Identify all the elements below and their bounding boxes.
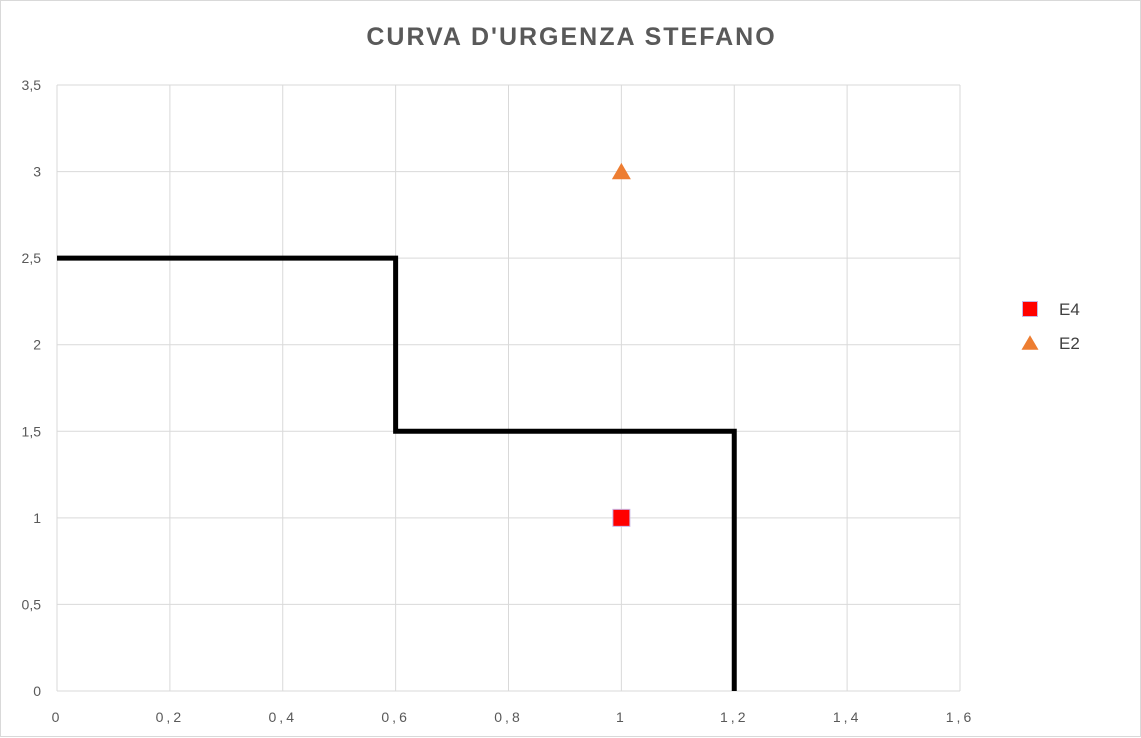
x-tick-label: 0,4 bbox=[269, 709, 297, 725]
legend-marker-e4 bbox=[1022, 301, 1038, 317]
y-tick-label: 3 bbox=[33, 164, 41, 180]
grid-lines bbox=[56, 84, 961, 692]
x-tick-label: 1,6 bbox=[946, 709, 974, 725]
y-tick-label: 2 bbox=[33, 337, 41, 353]
y-tick-label: 0 bbox=[33, 683, 41, 699]
y-tick-label: 3,5 bbox=[22, 77, 42, 93]
x-axis-ticks: 0 0,2 0,4 0,6 0,8 1 1,2 1,4 1,6 bbox=[52, 709, 974, 725]
legend-marker-e2 bbox=[1021, 335, 1039, 350]
x-tick-label: 0,8 bbox=[494, 709, 522, 725]
point-e4 bbox=[612, 508, 631, 527]
x-tick-label: 0 bbox=[52, 709, 63, 725]
x-tick-label: 1 bbox=[616, 709, 627, 725]
y-tick-label: 1,5 bbox=[22, 423, 42, 439]
y-tick-label: 2,5 bbox=[22, 250, 42, 266]
y-tick-label: 1 bbox=[33, 510, 41, 526]
data-points bbox=[611, 162, 631, 527]
legend-label-e4: E4 bbox=[1059, 300, 1080, 319]
x-tick-label: 0,6 bbox=[381, 709, 409, 725]
legend: E4 E2 bbox=[1021, 300, 1080, 353]
chart-title: CURVA D'URGENZA STEFANO bbox=[366, 23, 777, 51]
x-tick-label: 1,2 bbox=[720, 709, 748, 725]
threshold-step-line bbox=[57, 255, 737, 691]
y-axis-ticks: 0 0,5 1 1,5 2 2,5 3 3,5 bbox=[22, 77, 42, 699]
legend-label-e2: E2 bbox=[1059, 334, 1080, 353]
point-e2 bbox=[611, 162, 631, 180]
threshold-curve bbox=[57, 255, 737, 691]
x-tick-label: 0,2 bbox=[156, 709, 184, 725]
x-tick-label: 1,4 bbox=[833, 709, 861, 725]
y-tick-label: 0,5 bbox=[22, 596, 42, 612]
